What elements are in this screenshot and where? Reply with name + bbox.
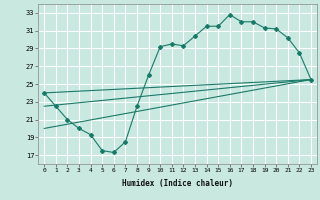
X-axis label: Humidex (Indice chaleur): Humidex (Indice chaleur) <box>122 179 233 188</box>
